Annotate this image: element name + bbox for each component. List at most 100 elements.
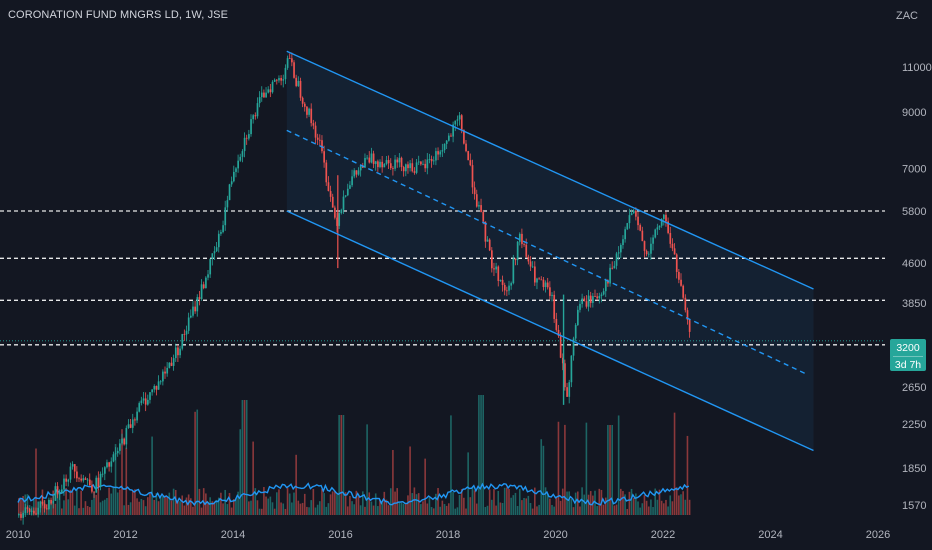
candle-body [450,135,452,137]
volume-bar [78,508,80,515]
volume-bar [602,504,605,515]
candle-body [149,392,151,400]
volume-bar [514,492,517,515]
volume-bar [299,503,302,515]
volume-bar [540,439,543,515]
volume-bar [430,507,433,515]
volume-bar [473,490,476,515]
volume-bar [181,495,183,515]
candle-body [241,151,244,157]
volume-bar [534,487,536,515]
y-tick-label: 1850 [902,463,926,475]
candle-body [409,163,411,169]
candle-body [125,427,128,445]
candle-body [585,301,588,307]
candle-body [422,163,424,165]
y-tick-label: 11000 [902,62,932,74]
volume-bar [321,489,323,515]
volume-bar [407,495,409,515]
volume-bar [572,507,575,515]
candle-body [359,165,362,171]
candle-body [39,501,42,508]
candle-body [258,97,261,104]
candle-body [308,108,310,115]
volume-bar [286,487,289,515]
candle-body [301,97,304,104]
candle-body [151,389,153,393]
volume-bar [295,454,297,515]
candle-body [688,319,691,332]
candle-body [20,514,22,518]
candle-body [157,381,160,390]
candle-body [471,165,474,188]
candle-body [544,282,547,288]
candle-body [344,195,347,197]
volume-bar [215,499,218,515]
candle-body [48,499,50,510]
candle-body [205,277,207,289]
volume-bar [106,498,108,515]
candle-body [364,157,366,168]
volume-bar [284,508,287,515]
currency-unit: ZAC [896,10,918,22]
volume-bar [435,493,437,515]
candle-body [312,123,315,126]
candle-body [622,239,624,246]
candle-body [106,462,108,468]
candle-body [209,259,212,275]
candle-body [480,205,482,213]
volume-bar [114,444,117,515]
volume-bar [116,492,119,515]
volume-bar [579,506,581,515]
candle-body [58,492,61,495]
x-tick-label: 2022 [651,529,675,541]
candle-body [617,252,620,254]
candle-body [349,185,351,189]
candle-body [620,245,622,253]
volume-bar [491,499,493,515]
volume-bar [263,487,265,515]
volume-bar [280,502,282,515]
volume-bar [97,489,100,515]
volume-bar [413,487,416,515]
volume-bar [67,499,70,515]
candle-body [385,160,388,164]
candle-body [43,503,46,509]
volume-bar [544,487,547,515]
candle-body [572,338,575,356]
candle-body [306,106,308,115]
volume-bar [607,425,609,515]
candle-body [577,309,579,326]
candle-body [303,103,306,107]
volume-bar [630,488,633,515]
volume-bar [538,504,540,515]
volume-bar [450,415,452,515]
last-price-value: 3200 [896,342,920,354]
volume-bar [611,425,613,515]
volume-bar [377,506,379,515]
volume-bar [260,508,263,515]
volume-bar [155,493,158,515]
candle-body [566,387,568,397]
candle-body [516,241,519,261]
candle-body [669,232,672,244]
volume-bar [663,503,665,515]
volume-bar [357,496,360,515]
candle-body [269,89,272,93]
candle-body [624,229,626,240]
candle-body [110,461,113,467]
candle-body [200,284,203,299]
candle-body [415,162,418,173]
volume-bar [144,506,147,515]
volume-bar [58,490,61,515]
candle-body [166,367,169,374]
candle-body [71,464,74,467]
candle-body [101,473,104,475]
volume-bar [162,496,164,515]
volume-ma-line [17,482,690,506]
candle-body [245,137,248,139]
volume-bar [220,492,222,515]
candle-body [389,163,392,169]
candle-body [67,479,70,482]
